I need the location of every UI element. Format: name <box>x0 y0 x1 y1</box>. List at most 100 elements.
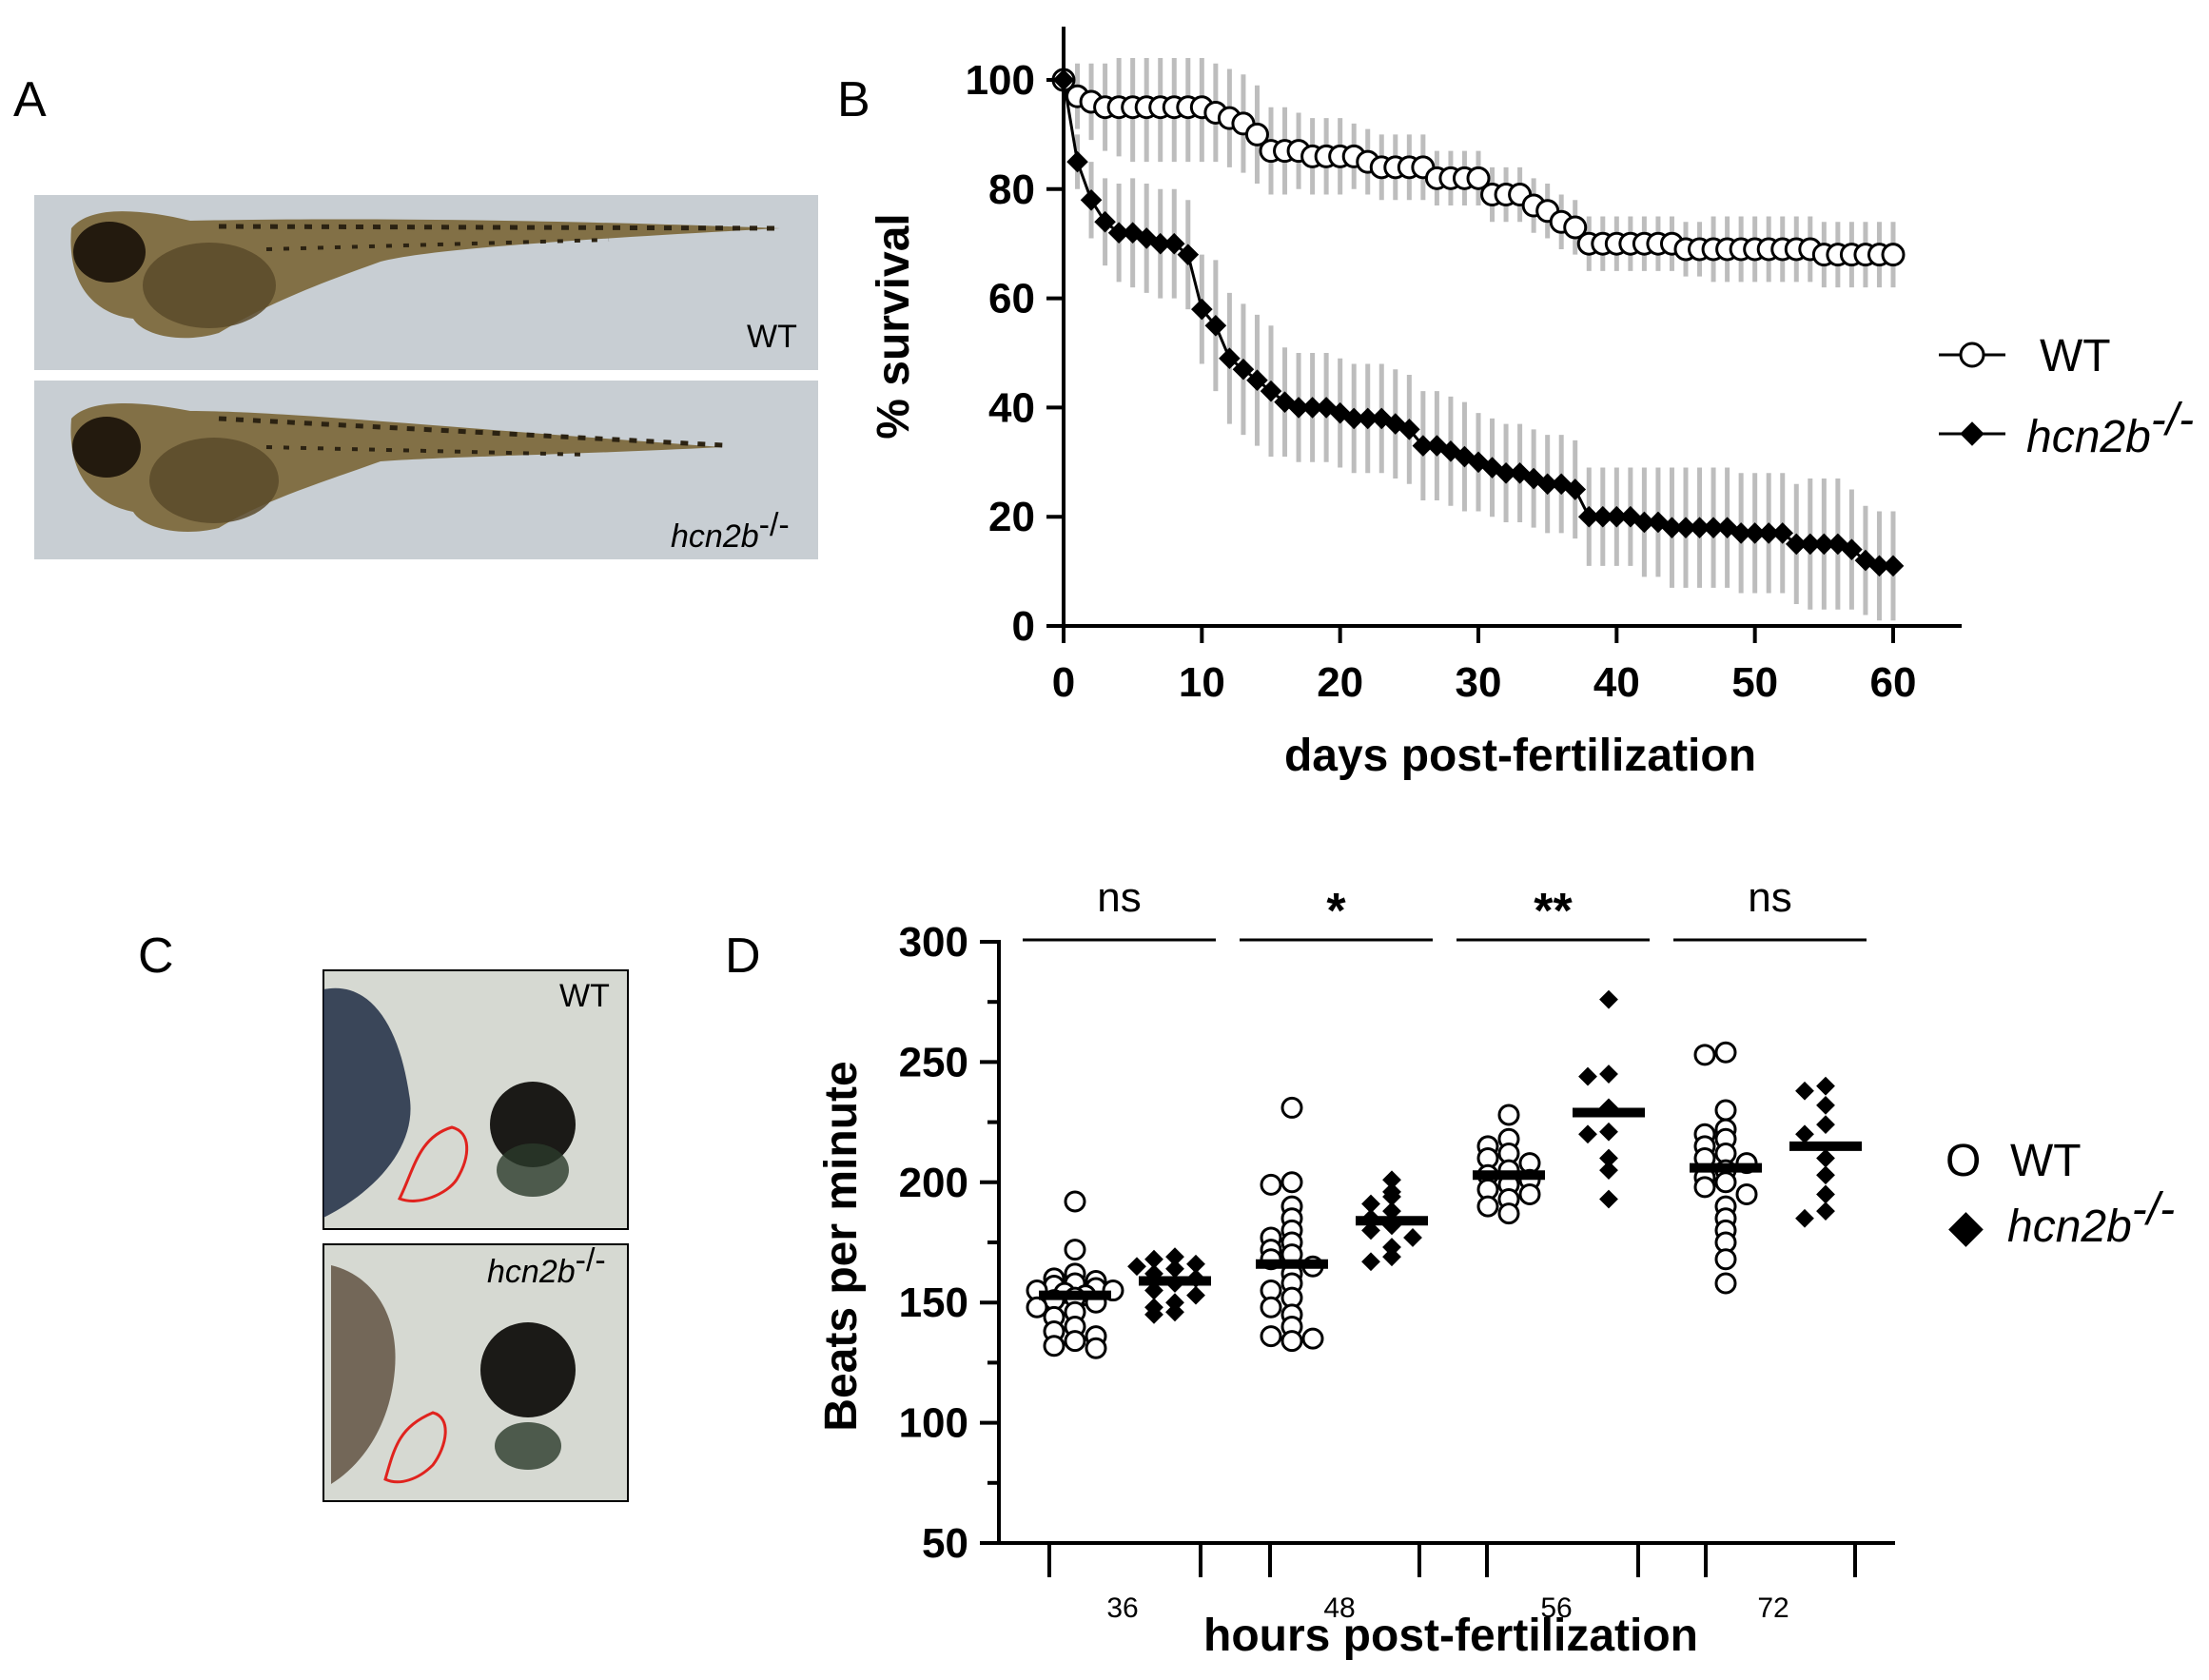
survival-point-mutant <box>1771 522 1794 544</box>
survival-point-mutant <box>1204 314 1227 337</box>
survival-point-mutant <box>1882 555 1905 577</box>
heart-rate-point-mutant <box>1599 1065 1618 1084</box>
survival-point-mutant <box>1066 150 1088 173</box>
survival-point-mutant <box>1606 505 1628 528</box>
survival-point-wt <box>1466 166 1491 190</box>
survival-chart: 0 20 40 60 80 100 0 10 20 30 40 50 60 % survival day… <box>869 27 2194 781</box>
heart-rate-point-mutant <box>1599 1161 1618 1181</box>
heart-rate-point-wt <box>1043 1335 1065 1358</box>
heart-rate-point-wt <box>1497 1104 1520 1126</box>
survival-y-tick-label: 60 <box>988 276 1035 322</box>
survival-x-axis-title: days post-fertilization <box>1284 731 1756 781</box>
photo-c-wt-label: WT <box>559 978 610 1014</box>
survival-point-mutant <box>1785 533 1808 556</box>
heart-rate-point-wt <box>1064 1239 1086 1261</box>
heart-rate-x-tick-label: 56 <box>1540 1592 1572 1624</box>
heart-rate-point-wt <box>1476 1195 1499 1218</box>
survival-point-mutant <box>1246 369 1268 392</box>
survival-point-mutant <box>1689 517 1711 538</box>
survival-point-mutant <box>1730 522 1752 544</box>
heart-rate-point-mutant <box>1816 1165 1835 1185</box>
panel-label-c: C <box>138 928 174 984</box>
survival-y-tick-label: 80 <box>988 166 1035 213</box>
survival-point-mutant <box>1219 347 1241 370</box>
heart-rate-point-wt <box>1693 1044 1716 1066</box>
survival-point-mutant <box>1163 232 1185 255</box>
survival-y-tick-label: 20 <box>988 494 1035 540</box>
heart-rate-point-wt <box>1497 1202 1520 1225</box>
heart-rate-point-mutant <box>1599 989 1618 1009</box>
significance-label: * <box>1326 884 1346 939</box>
heart-rate-point-mutant <box>1403 1228 1422 1247</box>
heart-rate-x-tick-label: 48 <box>1323 1592 1355 1624</box>
photo-a-wt: WT <box>34 195 818 370</box>
survival-point-mutant <box>1702 517 1725 538</box>
survival-point-mutant <box>1357 407 1379 430</box>
heart-rate-point-wt <box>1280 1171 1303 1194</box>
significance-label: ns <box>1748 874 1791 921</box>
heart-rate-point-mutant <box>1165 1259 1184 1279</box>
heart-rate-y-axis-title: Beats per minute <box>816 1061 867 1431</box>
heart-rate-point-mutant <box>1361 1252 1380 1272</box>
heart-rate-point-mutant <box>1165 1293 1184 1313</box>
heart-rate-point-wt <box>1301 1327 1324 1350</box>
heart-rate-point-mutant <box>1795 1208 1814 1228</box>
heart-rate-point-mutant <box>1382 1170 1401 1190</box>
heart-rate-point-wt <box>1735 1182 1758 1205</box>
survival-x-tick-label: 60 <box>1870 659 1917 706</box>
heart-rate-y-tick-label: 100 <box>899 1400 968 1447</box>
survival-x-tick-label: 20 <box>1317 659 1363 706</box>
survival-x-tick-label: 50 <box>1731 659 1778 706</box>
legend-d-mutant-symbol: ◆ <box>1948 1201 1984 1252</box>
heart-rate-y-tick-label: 150 <box>899 1280 968 1326</box>
survival-x-tick-label: 0 <box>1052 659 1075 706</box>
significance-label: ns <box>1097 874 1141 921</box>
survival-point-mutant <box>1577 505 1600 528</box>
photo-a-mutant: hcn2b-/- <box>34 381 818 559</box>
heart-rate-point-mutant <box>1795 1081 1814 1101</box>
heart-rate-x-axis-title: hours post-fertilization <box>1203 1611 1698 1661</box>
survival-point-wt <box>1881 243 1906 267</box>
survival-point-mutant <box>1744 522 1766 544</box>
survival-point-mutant <box>1342 407 1365 430</box>
survival-point-mutant <box>1287 397 1310 419</box>
heart-rate-point-wt <box>1064 1190 1086 1213</box>
survival-point-mutant <box>1412 435 1435 457</box>
heart-rate-point-mutant <box>1361 1221 1380 1240</box>
heart-rate-point-wt <box>1714 1041 1737 1064</box>
survival-x-tick-label: 10 <box>1179 659 1225 706</box>
photo-c-mutant: hcn2b-/- <box>323 1242 629 1502</box>
photo-c-mutant-label: hcn2b-/- <box>487 1242 606 1290</box>
survival-point-mutant <box>1301 397 1323 419</box>
legend-mutant-label: hcn2b-/- <box>2026 395 2194 462</box>
survival-y-axis-title: % survival <box>869 213 919 439</box>
survival-point-mutant <box>1813 533 1835 556</box>
heart-rate-point-wt <box>1085 1337 1107 1359</box>
heart-rate-point-wt <box>1714 1171 1737 1194</box>
heart-rate-point-mutant <box>1144 1249 1163 1269</box>
heart-rate-point-wt <box>1260 1296 1282 1319</box>
heart-rate-point-wt <box>1280 1096 1303 1119</box>
heart-rate-y-tick-label: 250 <box>899 1039 968 1085</box>
heart-rate-point-wt <box>1260 1325 1282 1348</box>
heart-rate-point-mutant <box>1186 1254 1205 1274</box>
heart-rate-point-mutant <box>1127 1257 1146 1277</box>
survival-point-mutant <box>1177 244 1200 265</box>
heart-rate-point-wt <box>1714 1099 1737 1122</box>
survival-y-tick-label: 100 <box>966 57 1035 104</box>
heart-rate-point-mutant <box>1186 1285 1205 1305</box>
heart-rate-point-wt <box>1714 1272 1737 1295</box>
survival-point-mutant <box>1232 358 1255 381</box>
legend-mutant-marker <box>1960 421 1984 446</box>
heart-rate-point-mutant <box>1816 1148 1835 1168</box>
survival-point-mutant <box>1191 298 1213 321</box>
heart-rate-point-mutant <box>1578 1124 1597 1144</box>
heart-rate-point-mutant <box>1382 1238 1401 1257</box>
legend-d-wt-symbol: O <box>1945 1136 1981 1186</box>
heart-rate-point-mutant <box>1795 1124 1814 1144</box>
survival-point-mutant <box>1536 473 1558 496</box>
heart-rate-point-wt <box>1280 1330 1303 1353</box>
heart-rate-point-mutant <box>1578 1066 1597 1086</box>
